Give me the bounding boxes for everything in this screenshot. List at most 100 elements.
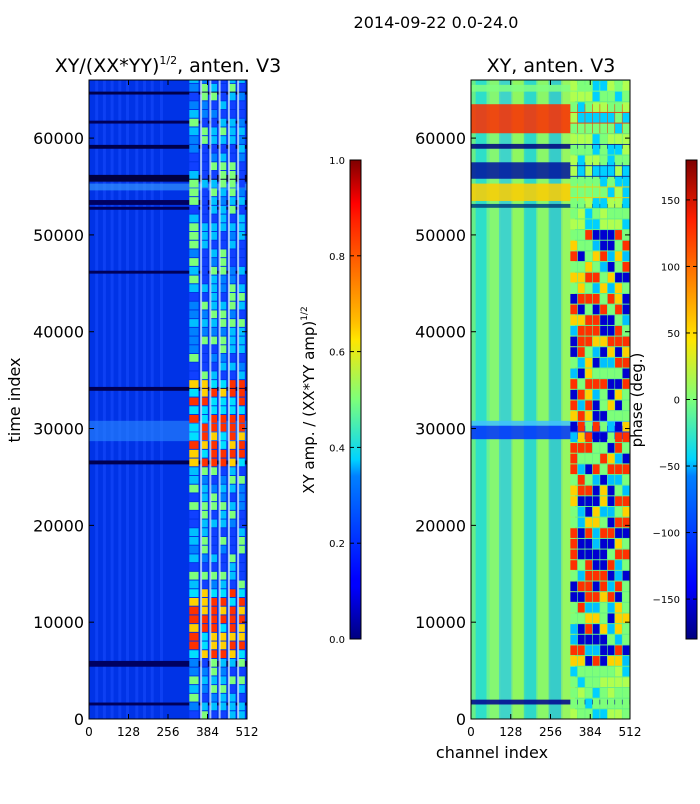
amp-cell	[229, 293, 236, 301]
phase-cell	[592, 506, 600, 517]
amp-cell	[189, 336, 199, 345]
amp-cell	[189, 510, 199, 519]
phase-cell	[592, 357, 600, 368]
amp-cell	[189, 214, 199, 223]
phase-cell	[607, 134, 615, 144]
phase-cell	[577, 347, 585, 357]
phase-cell	[570, 528, 578, 538]
phase-cell	[615, 102, 622, 112]
amp-cell	[189, 205, 199, 214]
phase-cb-tick-label: −150	[653, 595, 680, 606]
amp-cell	[189, 327, 199, 336]
phase-cell	[600, 240, 608, 251]
phase-cell	[585, 581, 593, 592]
amp-cell	[220, 232, 227, 240]
phase-cell	[607, 464, 615, 475]
amp-cell	[238, 519, 245, 528]
phase-cell	[607, 698, 615, 709]
amp-cell	[201, 293, 208, 301]
amp-cell	[220, 240, 227, 249]
amp-cell	[210, 510, 218, 519]
phase-cell	[622, 485, 630, 496]
phase-cell	[577, 592, 585, 602]
phase-cell	[622, 453, 630, 464]
phase-cell	[607, 123, 615, 134]
phase-cell	[577, 688, 585, 698]
amp-cell	[189, 467, 199, 476]
phase-cell	[577, 549, 585, 560]
phase-cell	[622, 698, 630, 709]
phase-cell	[615, 230, 622, 240]
phase-cell	[600, 475, 608, 485]
amp-cb-tick-label: 0.8	[329, 252, 345, 263]
amp-cell	[189, 667, 199, 676]
phase-cell	[592, 219, 600, 230]
amp-cell	[229, 641, 236, 650]
phase-cell	[607, 485, 615, 496]
amp-cell	[238, 197, 245, 205]
amp-flag-band	[89, 660, 247, 667]
phase-cell	[577, 602, 585, 613]
amp-cell	[189, 597, 199, 606]
phase-cell	[570, 624, 578, 634]
phase-cell	[585, 251, 593, 262]
amp-flag-band	[89, 120, 247, 124]
amp-cell	[201, 423, 208, 432]
amp-cell	[189, 345, 199, 354]
amp-cell	[201, 336, 208, 345]
phase-cell	[600, 666, 608, 677]
phase-cell	[577, 485, 585, 496]
phase-cell	[622, 293, 630, 304]
phase-cell	[592, 166, 600, 176]
phase-cell	[592, 549, 600, 560]
amp-cell	[201, 101, 208, 110]
amp-cell	[229, 475, 236, 484]
amp-cell	[189, 380, 199, 388]
phase-cell	[570, 262, 578, 272]
phase-cell	[607, 389, 615, 400]
phase-cell	[600, 155, 608, 166]
phase-cell	[615, 112, 622, 123]
phase-cell	[622, 549, 630, 560]
amp-cell	[201, 493, 208, 502]
amp-cell	[238, 188, 245, 197]
amp-cell	[229, 423, 236, 432]
amp-cell	[201, 223, 208, 232]
amp-cell	[229, 615, 236, 624]
amp-cell	[189, 249, 199, 258]
amp-cell	[220, 310, 227, 319]
amp-cell	[238, 624, 245, 632]
amp-cell	[189, 258, 199, 266]
amp-cell	[229, 179, 236, 188]
amp-cell	[220, 502, 227, 510]
phase-cell	[585, 293, 593, 304]
phase-cell	[592, 134, 600, 144]
amp-cell	[189, 171, 199, 179]
phase-cell	[600, 347, 608, 357]
phase-cell	[570, 453, 578, 464]
phase-cell	[622, 155, 630, 166]
phase-cb-tick-label: 50	[667, 329, 680, 340]
phase-cell	[577, 112, 585, 123]
phase-vertical-streak	[536, 80, 551, 719]
amp-cell	[210, 676, 218, 685]
phase-cell	[592, 112, 600, 123]
phase-cell	[585, 688, 593, 698]
amp-cell	[210, 667, 218, 676]
phase-cell	[570, 709, 578, 719]
phase-vertical-streak	[548, 80, 563, 719]
phase-cell	[615, 538, 622, 549]
amp-cell	[229, 83, 236, 92]
amp-cell	[238, 232, 245, 240]
phase-cell	[615, 336, 622, 347]
amp-cell	[220, 171, 227, 179]
amp-cell	[210, 92, 218, 101]
amp-cell	[220, 144, 227, 153]
phase-cell	[585, 464, 593, 475]
amp-cell	[229, 702, 236, 711]
amp-cell	[229, 667, 236, 676]
amp-panel-title: XY/(XX*YY)1/2, anten. V3	[55, 54, 281, 77]
phase-cell	[615, 219, 622, 230]
amp-cell	[201, 406, 208, 415]
amp-title-exp: 1/2	[159, 54, 177, 67]
